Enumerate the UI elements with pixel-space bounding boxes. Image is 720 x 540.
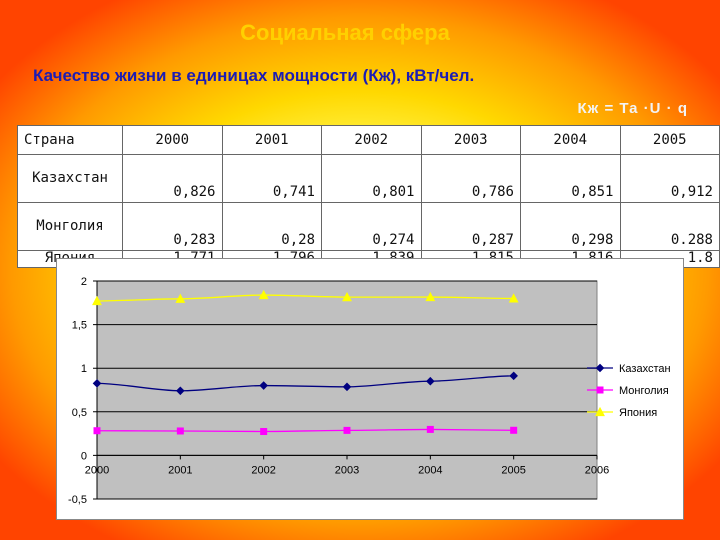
x-tick-label: 2004	[418, 464, 442, 476]
value-cell: 0,912	[619, 154, 720, 203]
y-tick-label: 2	[81, 276, 87, 288]
value-cell: 0,786	[420, 154, 521, 203]
data-point	[93, 427, 101, 435]
chart-svg: -0,5 0 0,5 1 1,5 2 2000 2001 2002 2003 2004 2005 200…	[68, 276, 671, 506]
column-header-year: 2000	[122, 125, 223, 155]
x-tick-label: 2002	[251, 464, 275, 476]
page-subtitle: Качество жизни в единицах мощности (Кж),…	[33, 66, 475, 85]
line-chart: -0,5 0 0,5 1 1,5 2 2000 2001 2002 2003 2004 2005 200…	[56, 258, 684, 520]
data-point	[258, 289, 269, 300]
data-table: Страна 2000 2001 2002 2003 2004 2005 Каз…	[17, 125, 720, 268]
value-cell: 0,801	[321, 154, 422, 203]
series-line	[96, 294, 514, 302]
data-point	[426, 376, 435, 386]
data-point	[259, 381, 268, 390]
data-point	[508, 293, 519, 303]
y-tick-label: 1	[81, 363, 87, 375]
legend-marker	[596, 386, 604, 394]
column-header-year: 2005	[619, 125, 720, 155]
data-point	[425, 291, 436, 302]
value-cell: 0,283	[122, 202, 223, 251]
country-cell: Монголия	[17, 202, 123, 251]
legend-label: Монголия	[619, 385, 669, 397]
data-point	[510, 426, 518, 434]
data-point	[92, 295, 102, 306]
x-tick-label: 2001	[168, 464, 192, 476]
series-line	[96, 428, 514, 433]
data-point	[92, 379, 102, 388]
legend-label: Япония	[619, 407, 657, 419]
y-tick-label: -0,5	[68, 494, 87, 506]
column-header-country: Страна	[17, 125, 123, 155]
value-cell: 0,274	[321, 202, 422, 251]
x-tick-label: 2006	[585, 464, 609, 476]
legend-marker	[595, 363, 605, 373]
country-cell: Казахстан	[17, 154, 123, 203]
data-point	[260, 428, 268, 436]
data-point	[176, 386, 185, 396]
y-tick-label: 1,5	[72, 320, 87, 332]
column-header-year: 2002	[321, 125, 422, 155]
value-cell: 0,851	[520, 154, 621, 203]
x-tick-label: 2000	[85, 464, 109, 476]
data-point	[342, 382, 352, 392]
table-row: Казахстан 0,826 0,741 0,801 0,786 0,851 …	[17, 154, 720, 203]
formula-label: Кж = Та ·U · q	[577, 100, 688, 117]
data-point	[426, 425, 434, 433]
table-header-row: Страна 2000 2001 2002 2003 2004 2005	[17, 125, 720, 155]
value-cell: 0,298	[520, 202, 621, 251]
value-cell: 0,741	[221, 154, 322, 203]
x-tick-label: 2005	[501, 464, 525, 476]
data-point	[342, 291, 352, 302]
y-tick-label: 0	[81, 450, 87, 462]
data-point	[175, 293, 186, 303]
column-header-year: 2001	[221, 125, 322, 155]
series-line	[96, 375, 514, 392]
data-point	[176, 427, 184, 435]
data-point	[509, 371, 518, 381]
column-header-year: 2003	[420, 125, 521, 155]
column-header-year: 2004	[520, 125, 621, 155]
y-tick-label: 0,5	[72, 407, 87, 419]
data-point	[343, 426, 351, 434]
x-tick-label: 2003	[335, 464, 359, 476]
value-cell: 0,287	[420, 202, 521, 251]
value-cell: 0.288	[619, 202, 720, 251]
value-cell: 0,28	[221, 202, 322, 251]
table-row: Монголия 0,283 0,28 0,274 0,287 0,298 0.…	[17, 202, 720, 251]
value-cell: 0,826	[122, 154, 223, 203]
page-title: Социальная сфера	[240, 20, 450, 45]
legend-label: Казахстан	[619, 363, 671, 375]
legend-marker	[595, 406, 605, 417]
